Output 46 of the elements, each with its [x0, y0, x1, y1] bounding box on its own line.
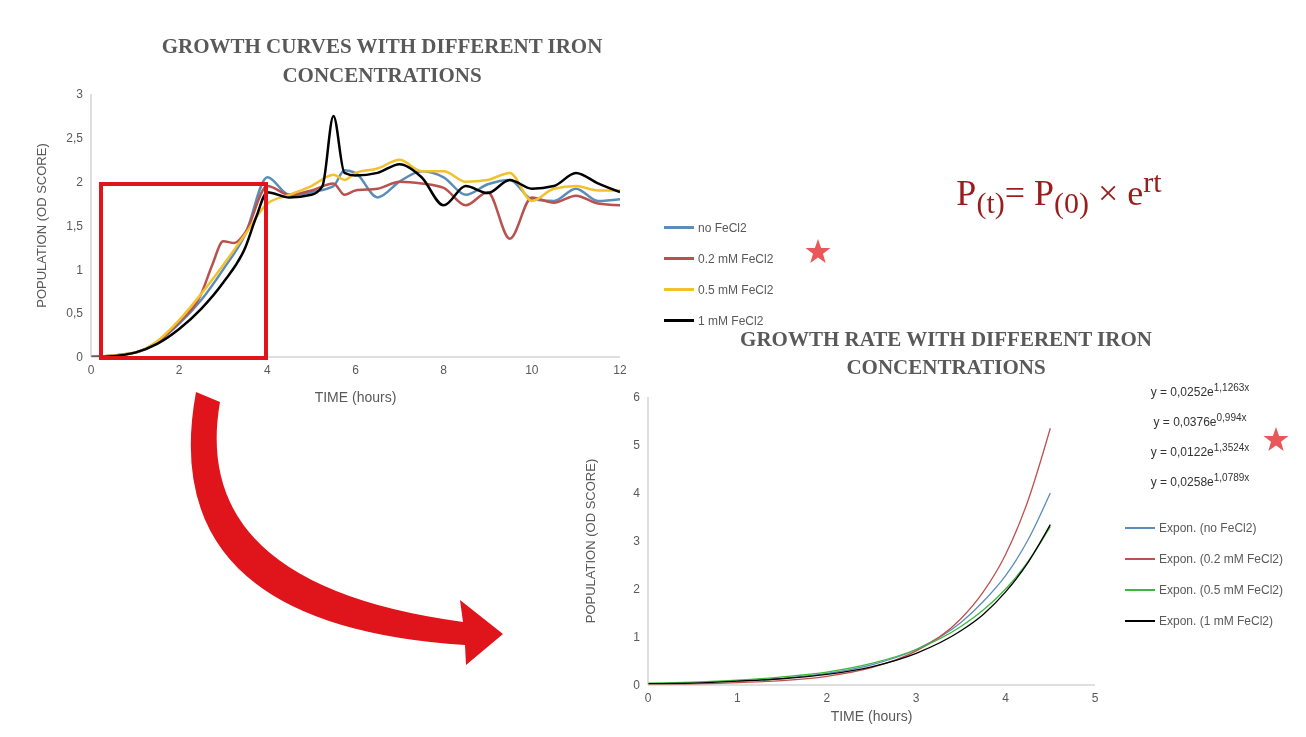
text: y = 0,0252e$^{1,1263x}$ [1149, 381, 1251, 401]
y-tick-label: 1 [633, 630, 641, 645]
x-tick-label: 5 [1091, 690, 1099, 705]
x-tick-label: 4 [1002, 690, 1010, 705]
x-tick-label: 0 [644, 690, 652, 705]
x-tick-label: 6 [352, 362, 360, 377]
y-tick-label: 2 [633, 582, 641, 597]
legend-label: Expon. (no FeCl2) [1159, 520, 1257, 535]
y-tick-label: 3 [633, 534, 641, 549]
y-axis-title: POPULATION (OD SCORE) [33, 143, 49, 308]
text: y = 0,0376e$^{0,994x}$ [1152, 411, 1248, 431]
y-axis-title: POPULATION (OD SCORE) [582, 458, 598, 624]
y-tick-label: 5 [633, 438, 641, 453]
chart-title: GROWTH RATE WITH DIFFERENT IRON CONCENTRATIONS [739, 326, 1153, 381]
text: y = 0,0258e$^{1,0789x}$ [1149, 471, 1251, 491]
x-tick-label: 12 [613, 362, 627, 377]
x-tick-label: 1 [734, 690, 742, 705]
x-tick-label: 2 [175, 362, 183, 377]
legend-label: 0.5 mM FeCl2 [698, 282, 774, 297]
x-tick-label: 8 [440, 362, 448, 377]
legend-label: Expon. (1 mM FeCl2) [1159, 613, 1274, 628]
legend-label: 1 mM FeCl2 [698, 313, 764, 328]
x-tick-label: 3 [912, 690, 920, 705]
x-axis-title: TIME (hours) [314, 389, 397, 405]
y-tick-label: 0,5 [66, 306, 84, 321]
y-tick-label: 1,5 [66, 218, 84, 233]
x-tick-label: 10 [525, 362, 539, 377]
y-tick-label: 0 [76, 350, 84, 365]
legend-label: 0.2 mM FeCl2 [698, 251, 774, 266]
text: P$_{(t)}$= P$_{(0)}$ × e$^{rt}$ [955, 164, 1163, 222]
y-tick-label: 6 [633, 390, 641, 405]
y-tick-label: 2 [76, 174, 84, 189]
x-axis-title: TIME (hours) [830, 708, 913, 724]
y-tick-label: 2,5 [66, 131, 84, 146]
text: y = 0,0122e$^{1,3524x}$ [1149, 441, 1251, 461]
y-tick-label: 1 [76, 262, 84, 277]
legend-label: Expon. (0.2 mM FeCl2) [1159, 551, 1284, 566]
x-tick-label: 0 [87, 362, 95, 377]
y-tick-label: 4 [633, 486, 641, 501]
x-tick-label: 4 [263, 362, 271, 377]
y-tick-label: 0 [633, 678, 641, 693]
legend-label: no FeCl2 [698, 220, 747, 235]
x-tick-label: 2 [823, 690, 831, 705]
y-tick-label: 3 [76, 87, 84, 102]
legend-label: Expon. (0.5 mM FeCl2) [1159, 582, 1284, 597]
chart-title: GROWTH CURVES WITH DIFFERENT IRON CONCENTRATIONS [160, 33, 604, 89]
